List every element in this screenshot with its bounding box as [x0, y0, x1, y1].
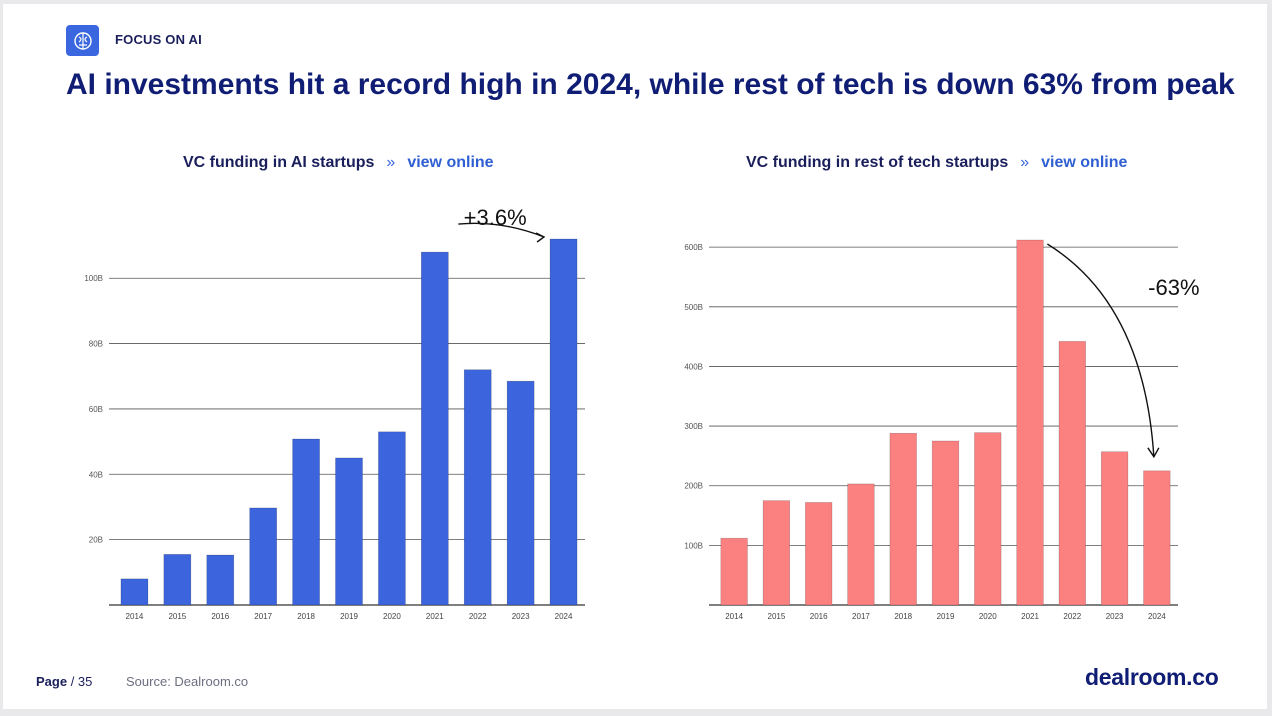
ai-xtick-label: 2018: [297, 612, 315, 621]
chart-ai-header: VC funding in AI startups » view online: [183, 154, 494, 178]
chart-ai: 20B 40B 60B 80B 100B 2014 2015 2016 2017 2018 2019…: [84, 205, 585, 621]
tech-bar-2019: [931, 440, 960, 606]
tech-ytick-label: 500B: [684, 303, 703, 312]
tech-ytick-label: 200B: [684, 482, 703, 491]
ai-bar-2024: [549, 238, 578, 606]
ai-ytick-label: 60B: [89, 405, 103, 414]
tech-xtick-label: 2022: [1063, 612, 1081, 621]
tech-bar-2022: [1058, 341, 1086, 606]
tech-xtick-label: 2015: [768, 612, 786, 621]
chart-tech-title: VC funding in rest of tech startups: [746, 154, 1009, 171]
ai-bar-2019: [335, 457, 363, 606]
chart-ai-title: VC funding in AI startups: [183, 154, 375, 171]
ai-ytick-label: 100B: [84, 274, 103, 283]
tech-xtick-label: 2014: [725, 612, 743, 621]
ai-bar-2017: [249, 507, 277, 606]
view-online-link-tech[interactable]: view online: [1041, 154, 1128, 171]
tech-ytick-label: 600B: [684, 243, 703, 252]
page-indicator: Page / 35: [36, 674, 92, 689]
tech-xtick-label: 2021: [1021, 612, 1039, 621]
chart-tech: 100B 200B 300B 400B 500B 600B 2014 2015 2016 2017…: [684, 239, 1200, 621]
ai-bar-2016: [206, 554, 235, 606]
ai-annotation-label: +3.6%: [464, 205, 527, 230]
ai-bar-2022: [463, 369, 492, 606]
tech-bar-2021: [1016, 239, 1044, 606]
tech-bar-2020: [974, 432, 1002, 606]
tech-xtick-label: 2020: [979, 612, 997, 621]
tech-bar-2014: [720, 537, 748, 606]
tech-xtick-label: 2017: [852, 612, 870, 621]
tech-bar-2016: [805, 502, 833, 606]
separator-icon: »: [386, 154, 396, 171]
tech-xtick-label: 2018: [894, 612, 912, 621]
ai-ytick-label: 80B: [89, 340, 103, 349]
ai-xtick-label: 2023: [512, 612, 530, 621]
tech-xtick-label: 2023: [1106, 612, 1124, 621]
tech-xtick-label: 2024: [1148, 612, 1166, 621]
ai-ytick-label: 20B: [89, 536, 103, 545]
ai-xtick-label: 2019: [340, 612, 358, 621]
page-number: / 35: [70, 674, 93, 689]
brand-logo: dealroom.co: [1085, 664, 1219, 690]
brain-icon: [66, 25, 99, 56]
tech-bar-2017: [847, 483, 875, 606]
ai-xtick-label: 2017: [254, 612, 272, 621]
ai-xtick-label: 2014: [126, 612, 144, 621]
ai-arrowhead-icon: [535, 232, 546, 243]
tech-bar-2015: [762, 500, 791, 606]
tech-ytick-label: 400B: [684, 362, 703, 371]
tech-annotation-label: -63%: [1148, 275, 1199, 300]
ai-ytick-label: 40B: [89, 470, 103, 479]
section-tag: FOCUS ON AI: [115, 32, 202, 47]
ai-bar-2023: [506, 380, 535, 606]
ai-xtick-label: 2024: [555, 612, 573, 621]
source-note: Source: Dealroom.co: [126, 674, 249, 689]
tech-xtick-label: 2016: [810, 612, 828, 621]
tech-annotation-arrow: [1046, 243, 1155, 457]
tech-bar-2023: [1100, 451, 1129, 606]
ai-bar-2020: [378, 431, 406, 606]
ai-bar-2014: [120, 578, 149, 606]
page-label: Page: [36, 674, 68, 689]
ai-annotation-arrow: [458, 222, 545, 238]
ai-xtick-label: 2016: [211, 612, 229, 621]
ai-bar-2015: [163, 554, 192, 606]
ai-xtick-label: 2022: [469, 612, 487, 621]
ai-xtick-label: 2020: [383, 612, 401, 621]
tech-bar-2018: [889, 432, 917, 606]
tech-arrowhead-icon: [1147, 447, 1160, 459]
ai-xtick-label: 2015: [168, 612, 186, 621]
view-online-link-ai[interactable]: view online: [407, 154, 494, 171]
tech-ytick-label: 300B: [684, 422, 703, 431]
page-title: AI investments hit a record high in 2024…: [66, 68, 1235, 101]
ai-bar-2021: [421, 251, 449, 606]
chart-tech-header: VC funding in rest of tech startups » view…: [746, 154, 1127, 178]
tech-xtick-label: 2019: [937, 612, 955, 621]
tech-ytick-label: 100B: [684, 541, 703, 550]
ai-xtick-label: 2021: [426, 612, 444, 621]
slide: FOCUS ON AI AI investments hit a record …: [3, 4, 1267, 709]
separator-icon: »: [1020, 154, 1030, 171]
ai-bar-2018: [292, 438, 320, 606]
tech-bar-2024: [1143, 470, 1171, 606]
